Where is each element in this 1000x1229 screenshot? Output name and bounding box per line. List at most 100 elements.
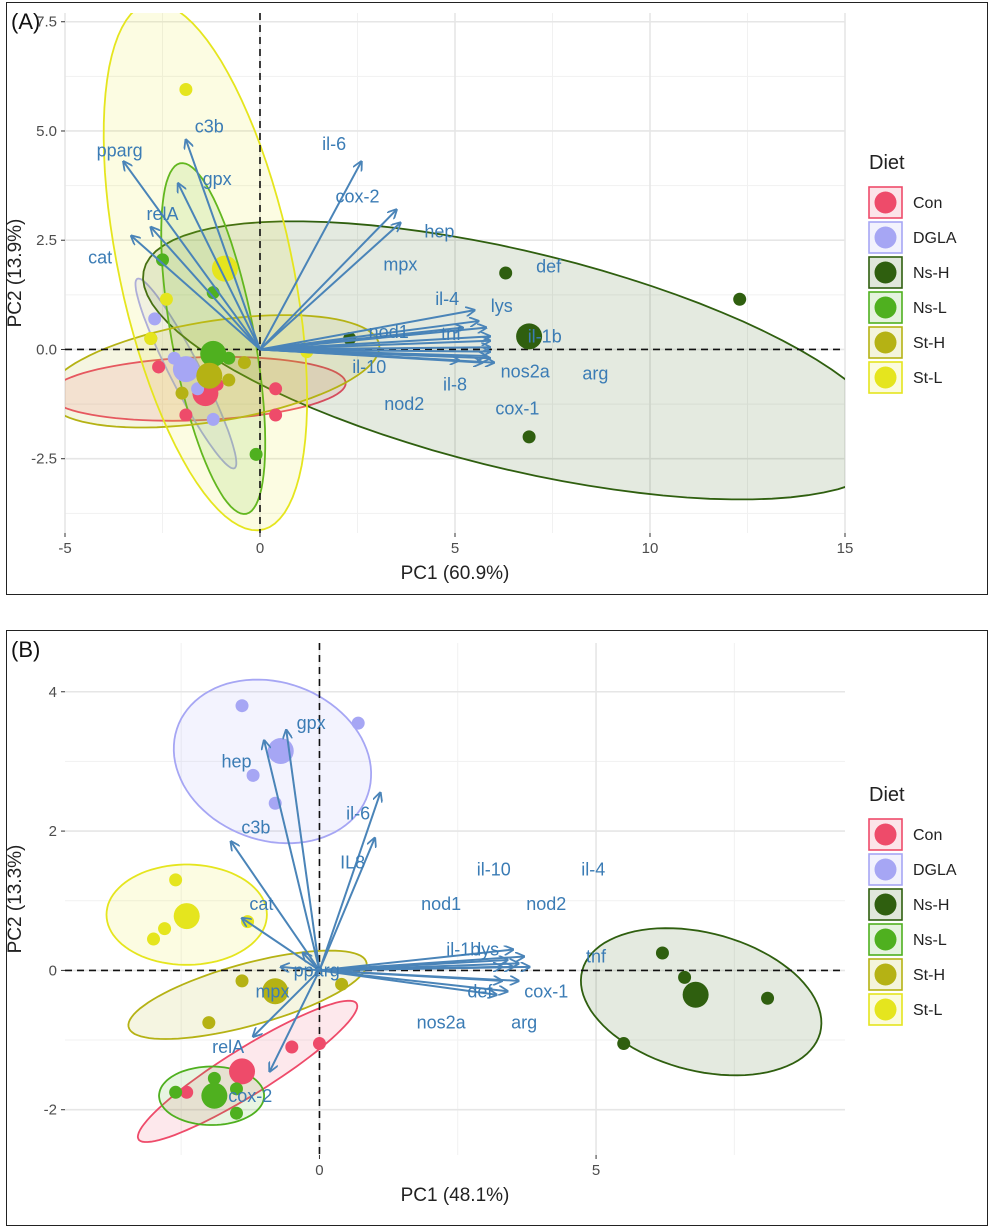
point-st-l	[144, 332, 158, 346]
pca-biplot-a: (A) -5 0 5 10 15 -2.5 0.0 2.5 5.0 7.5 PC1 (60.9%) PC…	[5, 9, 957, 584]
ellipse-dgla	[172, 678, 373, 845]
legend-item: Con	[868, 186, 942, 219]
point-con	[269, 382, 283, 396]
loading-arrow	[124, 162, 261, 351]
loading-label: gpx	[297, 713, 326, 733]
point-ns-l	[156, 253, 169, 267]
loading-label: IL8	[340, 852, 365, 872]
point-ns-l	[229, 1106, 243, 1120]
loading-arrow	[259, 210, 397, 351]
loading-label: cox-1	[524, 981, 568, 1001]
centroid-st-h	[196, 362, 223, 389]
data-points	[144, 82, 747, 461]
loading-arrow	[319, 969, 518, 980]
chart-panel-a: (A) -5 0 5 10 15 -2.5 0.0 2.5 5.0 7.5 PC1 (60.9%) PC…	[5, 2, 988, 595]
centroid-ns-l	[201, 1082, 228, 1109]
loading-label: nod1	[369, 322, 409, 342]
point-st-h	[237, 356, 251, 370]
loading-arrow	[264, 741, 321, 971]
loading-arrow	[131, 236, 261, 351]
legend-item: St-L	[868, 361, 942, 394]
centroid-ns-h	[682, 981, 709, 1008]
loading-arrow	[151, 227, 261, 351]
centroid-ns-h	[516, 323, 543, 350]
legend-key-dot	[874, 893, 897, 916]
loading-label: il-6	[346, 804, 370, 824]
point-con	[179, 408, 193, 422]
loading-arrow	[319, 950, 513, 972]
point-ns-h	[617, 1037, 631, 1051]
y-tick-label: 2.5	[36, 232, 57, 249]
loading-label: c3b	[241, 818, 270, 838]
y-tick-label: 7.5	[36, 14, 57, 31]
centroid-dgla	[267, 737, 294, 764]
legend-item: Ns-L	[868, 923, 947, 956]
loading-label: relA	[146, 204, 178, 224]
legend-item: St-H	[868, 326, 945, 359]
legend-key-dot	[874, 366, 897, 389]
legend-title: Diet	[869, 152, 905, 174]
loading-label: def	[536, 256, 562, 276]
loading-label: nos2a	[501, 361, 551, 381]
point-ns-h	[655, 946, 669, 960]
loading-label: mpx	[255, 981, 289, 1001]
centroid-con	[229, 1058, 256, 1085]
legend: Diet Con DGLA Ns-H Ns-L St-H St-L	[868, 152, 957, 394]
loading-label: tnf	[586, 946, 607, 966]
legend-item: Ns-H	[868, 256, 949, 289]
y-tick-label: -2	[44, 1102, 57, 1119]
legend-label: Ns-H	[913, 897, 949, 914]
loading-arrow	[259, 349, 490, 351]
centroid-st-l	[211, 255, 238, 282]
point-st-l	[158, 922, 172, 936]
loading-label: cat	[88, 248, 112, 268]
point-ns-l	[229, 1082, 243, 1096]
loading-arrow	[259, 223, 400, 351]
legend-key-dot	[874, 928, 897, 951]
loading-label: arg	[511, 1013, 537, 1033]
loading-label: lys	[491, 296, 513, 316]
legend-key-dot	[874, 858, 897, 881]
point-ns-h	[499, 266, 513, 280]
loading-label: arg	[582, 364, 608, 384]
centroid-st-l	[173, 903, 200, 930]
y-tick-label: 5.0	[36, 123, 57, 140]
loading-arrow	[270, 969, 321, 1071]
point-st-l	[169, 873, 183, 887]
legend-item: DGLA	[868, 853, 957, 886]
centroid-st-h	[262, 978, 289, 1005]
point-ns-l	[249, 447, 263, 461]
loading-arrow	[186, 140, 261, 350]
pca-biplot-b: (B) 0 5 -2 0 2 4 PC1 (48.1%) PC2 (13.3%) gpx hep c3…	[5, 637, 957, 1206]
point-con	[152, 360, 166, 374]
x-tick-label: -5	[58, 540, 71, 557]
point-ns-h	[761, 991, 775, 1005]
loading-arrow	[259, 310, 475, 351]
point-ns-l	[207, 1071, 221, 1085]
loading-label: il-1b	[446, 940, 480, 960]
point-dgla	[148, 312, 162, 326]
loading-label: c3b	[195, 117, 224, 137]
loading-arrow	[281, 967, 320, 970]
loading-label: nod2	[526, 894, 566, 914]
loading-label: relA	[212, 1037, 244, 1057]
point-con	[312, 1037, 326, 1051]
point-con	[180, 1085, 194, 1099]
legend-key-dot	[874, 191, 897, 214]
loading-arrow	[259, 348, 490, 358]
loading-arrow	[318, 793, 380, 971]
y-tick-label: 0	[49, 962, 57, 979]
y-axis-title: PC2 (13.3%)	[7, 845, 26, 954]
legend-item: Ns-H	[868, 888, 949, 921]
legend-label: St-H	[913, 335, 945, 352]
y-axis-title: PC2 (13.9%)	[7, 219, 26, 328]
x-tick-label: 0	[315, 1162, 323, 1179]
x-tick-label: 5	[451, 540, 459, 557]
loading-label: pparg	[294, 960, 340, 980]
loading-label: il-10	[477, 859, 511, 879]
loading-label: il-1b	[528, 326, 562, 346]
legend-label: Ns-L	[913, 300, 947, 317]
